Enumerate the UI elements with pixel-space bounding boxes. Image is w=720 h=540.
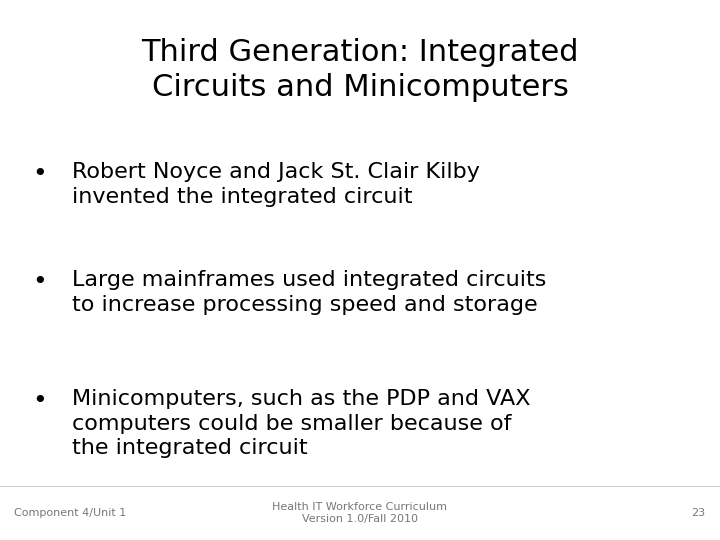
Text: 23: 23 <box>691 508 706 518</box>
Text: Robert Noyce and Jack St. Clair Kilby
invented the integrated circuit: Robert Noyce and Jack St. Clair Kilby in… <box>72 162 480 207</box>
Text: Third Generation: Integrated
Circuits and Minicomputers: Third Generation: Integrated Circuits an… <box>141 38 579 102</box>
Text: Large mainframes used integrated circuits
to increase processing speed and stora: Large mainframes used integrated circuit… <box>72 270 546 315</box>
Text: Component 4/Unit 1: Component 4/Unit 1 <box>14 508 127 518</box>
Text: •: • <box>32 389 47 413</box>
Text: •: • <box>32 270 47 294</box>
Text: Minicomputers, such as the PDP and VAX
computers could be smaller because of
the: Minicomputers, such as the PDP and VAX c… <box>72 389 531 458</box>
Text: •: • <box>32 162 47 186</box>
Text: Health IT Workforce Curriculum
Version 1.0/Fall 2010: Health IT Workforce Curriculum Version 1… <box>272 502 448 524</box>
